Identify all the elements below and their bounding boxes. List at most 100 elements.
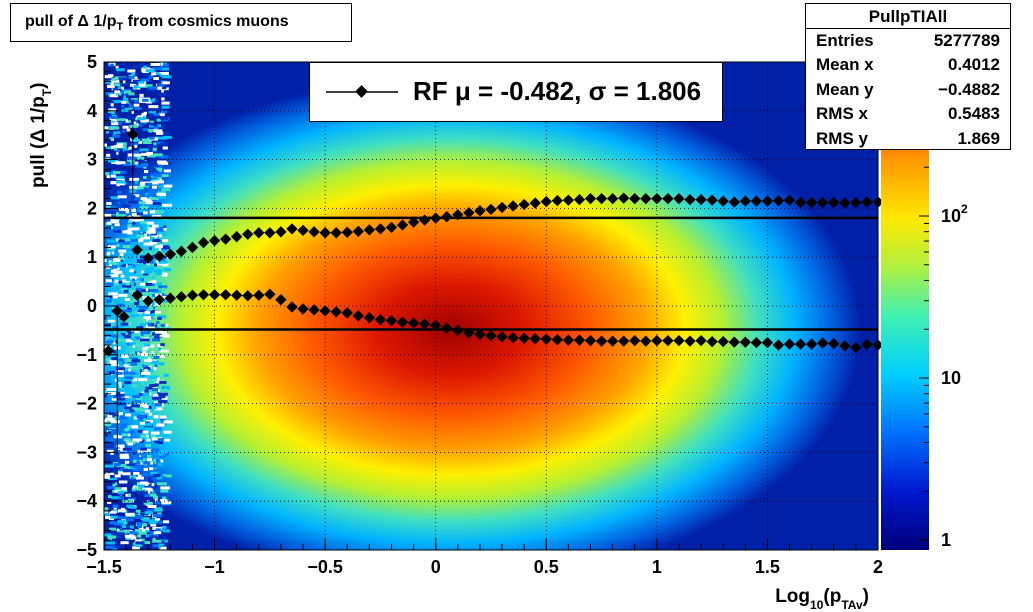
data-point — [551, 334, 563, 346]
data-point — [640, 192, 652, 205]
data-point — [485, 203, 497, 216]
data-markers — [102, 126, 884, 453]
data-point — [385, 314, 398, 327]
x-tick-label: 1 — [652, 557, 662, 577]
data-point — [496, 201, 508, 214]
data-point — [297, 303, 309, 315]
data-point — [529, 197, 541, 209]
y-tick-label: −4 — [76, 491, 97, 511]
data-point — [507, 200, 519, 212]
data-point — [518, 198, 530, 211]
data-point — [562, 334, 575, 346]
stats-label: RMS x — [816, 104, 868, 124]
data-point — [850, 341, 862, 354]
data-point — [772, 339, 785, 351]
data-point — [407, 317, 420, 329]
y-axis-ticks: 5 4 3 2 1 0 −1 −2 −3 −4 −5 — [76, 52, 118, 560]
data-point — [551, 194, 563, 207]
data-point — [573, 334, 586, 346]
y-tick-label: 4 — [87, 101, 97, 121]
data-point — [363, 312, 376, 324]
data-point — [839, 340, 851, 352]
data-point — [629, 192, 641, 205]
data-point — [739, 195, 751, 207]
data-point — [264, 288, 276, 300]
data-point — [430, 319, 442, 332]
grid-lines — [104, 62, 878, 550]
y-tick-label: −1 — [76, 345, 97, 365]
stats-value: 0.4012 — [948, 55, 1000, 75]
reference-lines — [104, 216, 878, 331]
data-point — [783, 338, 796, 350]
data-point — [540, 195, 552, 208]
data-point — [606, 335, 619, 347]
data-point — [319, 227, 331, 239]
data-point — [363, 224, 376, 236]
x-tick-label: 1.5 — [755, 557, 780, 577]
data-point — [684, 335, 696, 347]
data-point — [507, 332, 519, 344]
y-tick-label: −2 — [76, 394, 97, 414]
x-tick-label: 2 — [873, 557, 883, 577]
stats-row: RMS x 0.5483 — [806, 102, 1010, 126]
data-point — [728, 336, 740, 348]
data-point — [872, 339, 884, 351]
stats-box: PullpTIAll Entries 5277789 Mean x 0.4012 M… — [805, 3, 1011, 150]
colorbar-ticks: 1 10 102 — [919, 69, 968, 550]
data-point — [153, 293, 165, 306]
data-point — [186, 289, 199, 301]
data-point — [275, 226, 287, 238]
data-point — [219, 289, 232, 301]
data-point — [772, 194, 785, 207]
data-point — [861, 338, 873, 351]
data-point — [242, 228, 254, 240]
data-point — [817, 337, 829, 349]
data-point — [839, 197, 851, 209]
data-point — [396, 316, 409, 328]
data-point — [308, 226, 320, 238]
y-tick-label: 0 — [87, 296, 97, 316]
data-point — [806, 338, 818, 350]
data-point — [485, 330, 497, 342]
data-point — [750, 195, 763, 207]
data-point — [595, 335, 608, 347]
data-point — [131, 244, 143, 256]
data-point — [496, 331, 508, 343]
data-point — [662, 334, 674, 347]
stats-label: RMS y — [816, 128, 868, 148]
data-point — [706, 194, 718, 206]
data-point — [430, 212, 442, 224]
data-point — [175, 245, 188, 258]
data-point — [518, 332, 530, 344]
data-point — [308, 304, 320, 316]
data-point — [529, 333, 541, 345]
stats-label: Mean x — [816, 55, 874, 75]
data-point — [684, 193, 696, 206]
data-point — [662, 192, 674, 205]
data-point — [717, 195, 729, 207]
data-point — [164, 248, 176, 260]
data-point — [452, 209, 464, 221]
data-point — [419, 214, 431, 226]
data-point — [297, 224, 309, 237]
data-point — [606, 192, 619, 205]
data-point — [673, 334, 685, 347]
data-point — [319, 305, 331, 317]
data-point — [352, 310, 364, 322]
data-point — [750, 336, 763, 349]
y-tick-label: 2 — [87, 198, 97, 218]
data-point — [828, 337, 840, 350]
data-point — [673, 192, 685, 205]
stats-row: Mean y −0.4882 — [806, 78, 1010, 102]
stats-value: 0.5483 — [948, 104, 1000, 124]
data-point — [463, 207, 475, 219]
data-point — [452, 324, 464, 337]
data-point — [352, 225, 364, 237]
legend-label: RF μ = -0.482, σ = 1.806 — [413, 76, 702, 106]
stats-title: PullpTIAll — [806, 4, 1010, 29]
data-point — [540, 333, 552, 345]
plot-title: pull of Δ 1/pT from cosmics muons — [25, 13, 289, 34]
y-tick-label: 5 — [87, 52, 97, 72]
data-point — [872, 196, 884, 208]
sparse-bins — [104, 62, 173, 550]
